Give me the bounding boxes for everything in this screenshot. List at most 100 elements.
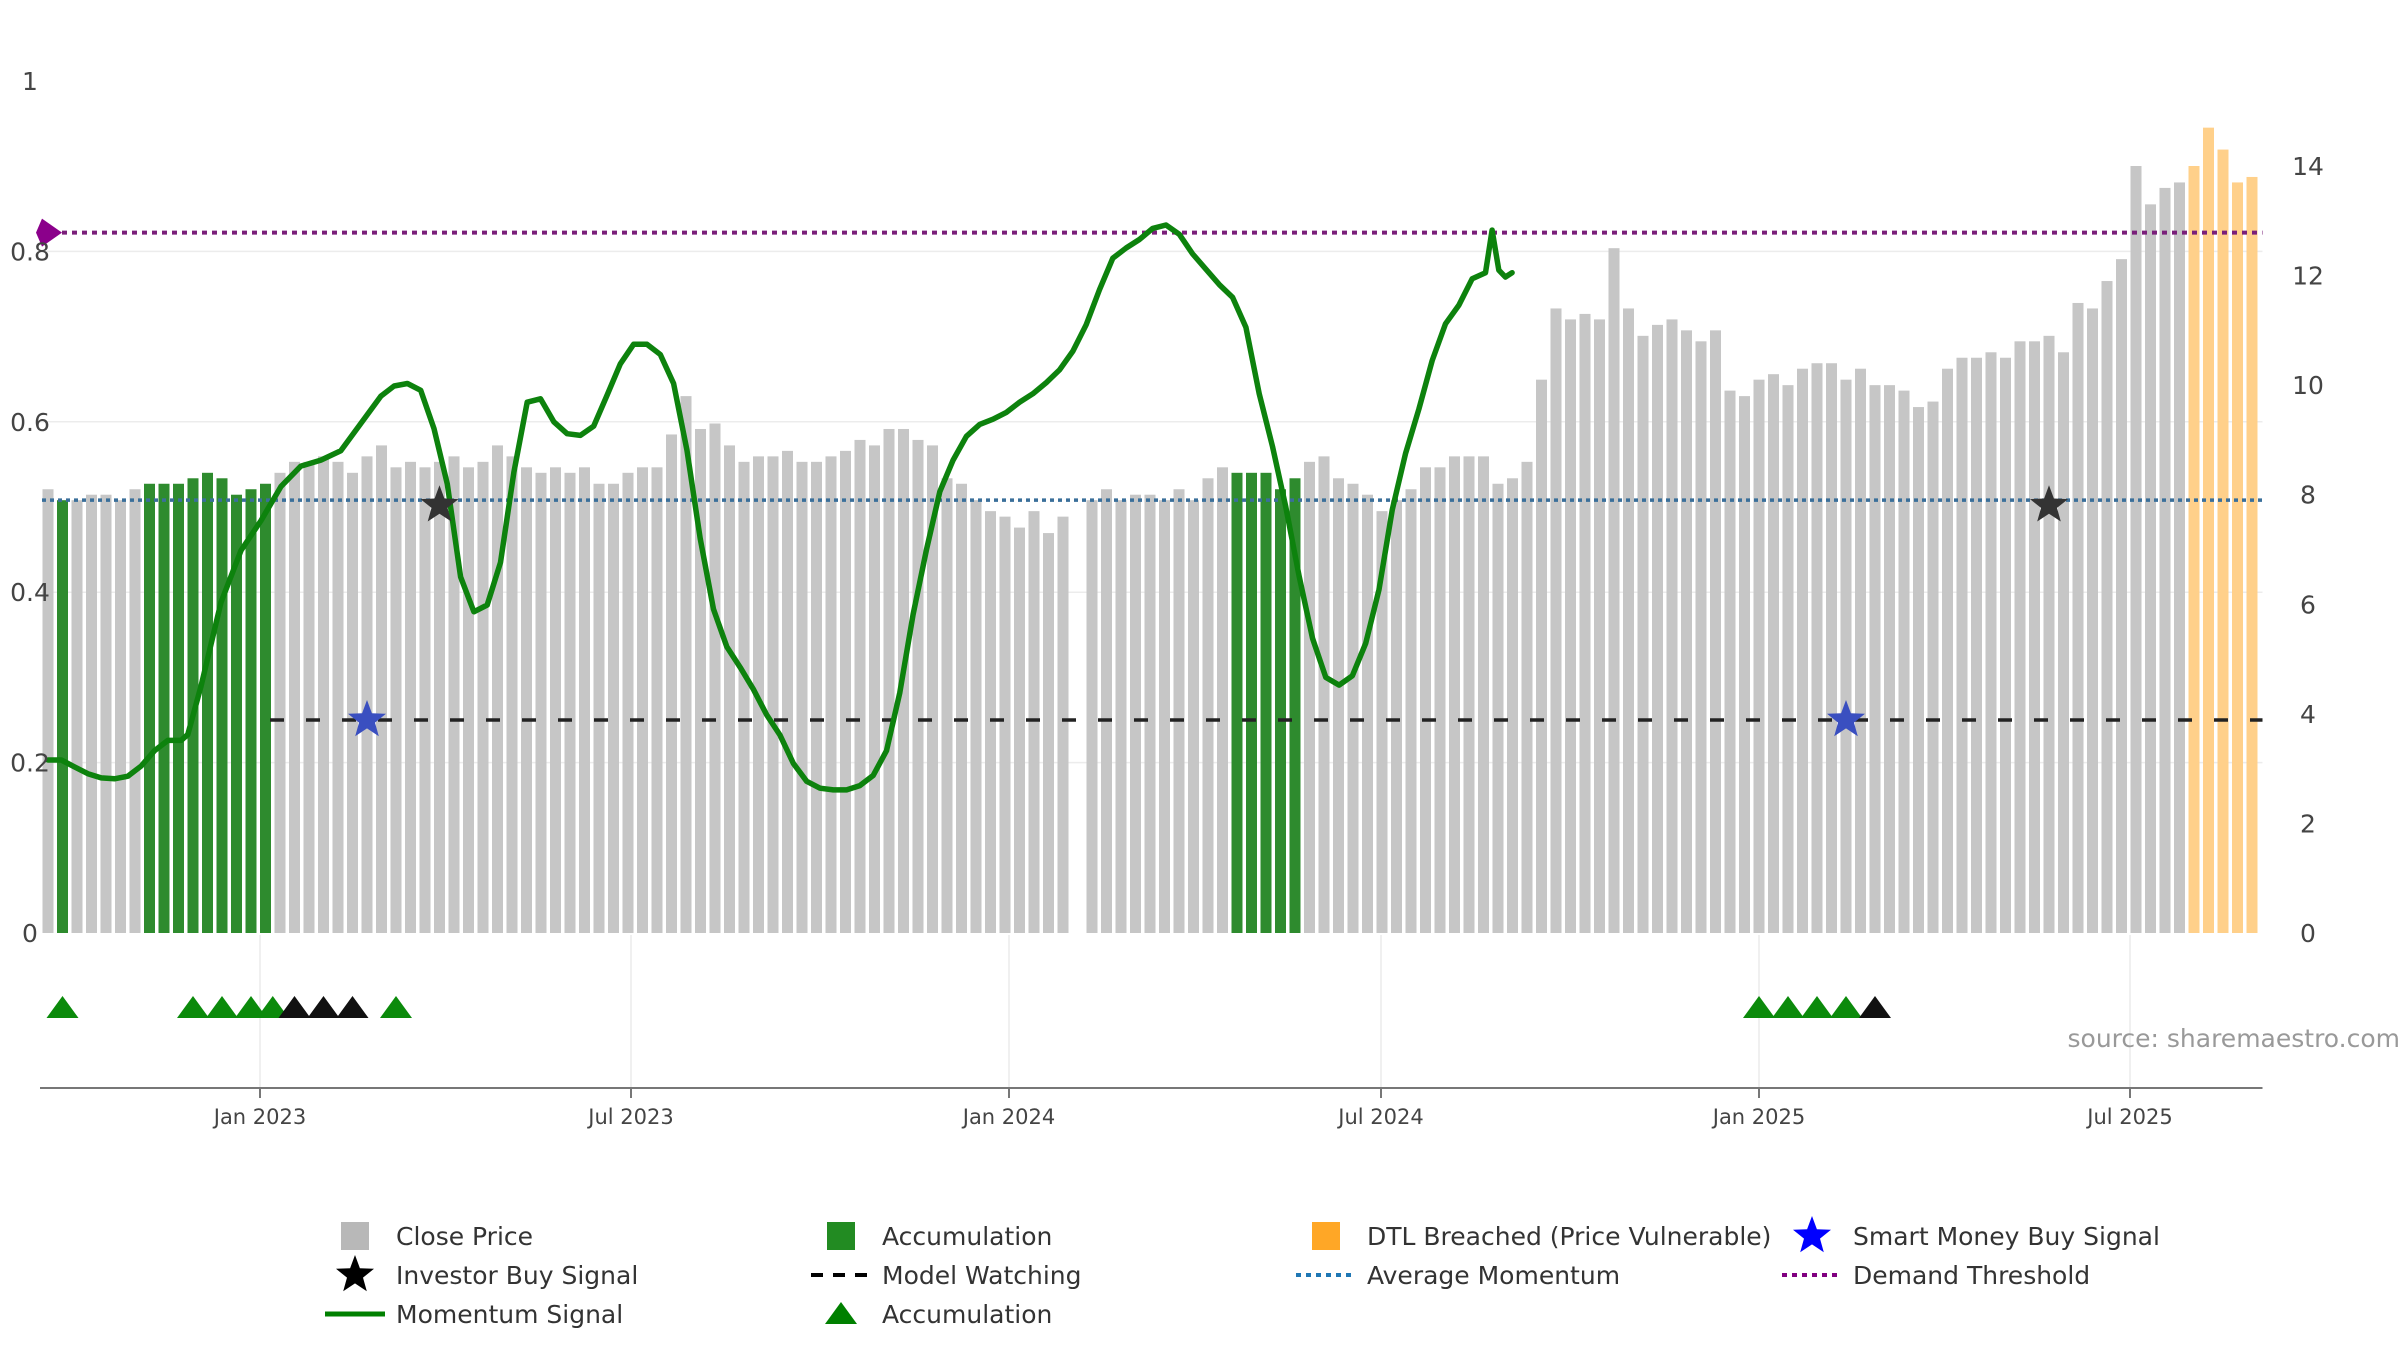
close-price-bar <box>274 472 286 933</box>
close-price-bar <box>724 445 735 933</box>
accumulation-marker <box>1772 996 1804 1018</box>
close-price-bar <box>1304 461 1315 933</box>
close-price-bar <box>1724 390 1736 933</box>
close-price-bar <box>100 494 112 933</box>
legend: Close Price Accumulation DTL Breached (Pri… <box>325 1216 2160 1329</box>
accumulation-bar <box>1246 472 1257 933</box>
smart-money-buy-signal <box>348 700 386 737</box>
left-axis-tick-label: 0.8 <box>10 237 50 266</box>
momentum-signal-line <box>45 222 1515 793</box>
close-price-bar <box>1623 308 1634 933</box>
close-price-bar <box>564 472 576 933</box>
close-price-bar <box>1884 385 1895 934</box>
close-price-bar <box>637 467 648 933</box>
close-price-bar <box>825 456 837 933</box>
close-price-bar <box>1188 500 1199 933</box>
left-axis-tick-label: 0.2 <box>10 749 50 778</box>
close-price-bar <box>1521 461 1533 933</box>
signal-markers <box>348 485 2068 737</box>
accumulation-marker <box>235 996 267 1018</box>
accumulation-marker <box>46 996 79 1018</box>
close-price-bar <box>985 511 996 933</box>
close-price-bar <box>1753 379 1765 933</box>
accumulation-marker <box>1830 996 1862 1018</box>
close-price-bar <box>434 461 445 933</box>
close-price-bar <box>129 489 141 933</box>
close-price-bar <box>550 467 561 933</box>
legend-accumulation-label: Accumulation <box>882 1300 1052 1329</box>
legend-average-momentum-label: Average Momentum <box>1367 1261 1620 1290</box>
legend-investor-buy-signal-swatch <box>336 1255 374 1292</box>
x-axis-tick-label: Jul 2024 <box>1336 1105 1423 1129</box>
left-axis-tick-label: 1 <box>22 67 38 96</box>
close-price-bar <box>1173 489 1185 933</box>
close-price-bar <box>2029 341 2040 933</box>
close-price-bar <box>796 461 808 933</box>
close-price-bar <box>2043 335 2055 934</box>
accumulation-bar <box>1275 489 1286 933</box>
legend-accumulation-swatch <box>825 1302 857 1324</box>
accumulation-marker <box>256 996 289 1018</box>
close-price-bar <box>42 489 54 933</box>
accumulation-bar <box>158 483 170 933</box>
close-price-bar <box>1159 500 1170 933</box>
close-price-bar <box>811 461 822 933</box>
x-axis-tick-label: Jan 2024 <box>961 1105 1056 1129</box>
momentum-signal-group <box>45 222 1515 793</box>
close-price-bar <box>1826 363 1837 933</box>
legend-accumulation-swatch <box>827 1222 855 1250</box>
right-axis-tick-label: 12 <box>2292 262 2324 291</box>
legend-model-watching-label: Model Watching <box>882 1261 1082 1290</box>
close-price-bar <box>390 467 402 933</box>
left-axis-tick-label: 0.4 <box>10 578 50 607</box>
legend-dtl-breached-price-vulnerable-swatch <box>1312 1222 1340 1250</box>
close-price-bar <box>2058 352 2069 933</box>
close-price-bar <box>1318 456 1330 933</box>
close-price-bar <box>289 461 300 933</box>
smart-money-buy-signal <box>1827 700 1865 737</box>
close-price-bar <box>492 445 503 933</box>
close-price-bar <box>2145 204 2156 934</box>
close-price-bar <box>318 456 329 933</box>
close-price-bar <box>1014 527 1025 933</box>
accumulation-marker <box>307 996 340 1018</box>
close-price-bar <box>1855 368 1866 933</box>
accumulation-bar <box>202 472 213 933</box>
close-price-bar <box>1710 330 1721 933</box>
close-price-bar <box>695 428 706 933</box>
close-price-bar <box>970 500 982 933</box>
close-price-bar <box>1594 319 1605 933</box>
legend-close-price-swatch <box>341 1222 369 1250</box>
accumulation-bar <box>173 483 184 933</box>
close-price-bar <box>1536 379 1547 933</box>
demand-threshold-marker <box>36 218 62 247</box>
dtl-breached-bar <box>2232 182 2243 933</box>
accumulation-markers <box>46 996 1891 1018</box>
close-price-bar <box>463 467 474 933</box>
close-price-bar <box>2174 182 2185 933</box>
legend-demand-threshold-label: Demand Threshold <box>1853 1261 2090 1290</box>
close-price-bar <box>666 434 677 933</box>
close-price-bar <box>840 450 851 933</box>
close-price-bar <box>680 396 692 934</box>
close-price-bar <box>1115 500 1127 933</box>
close-price-bar <box>941 478 953 933</box>
accumulation-bar <box>144 483 155 933</box>
close-price-bar <box>651 467 663 933</box>
accumulation-bar <box>245 489 257 933</box>
close-price-bar <box>912 439 924 933</box>
close-price-bar <box>1333 478 1344 933</box>
close-price-bar <box>883 428 895 933</box>
right-axis-tick-label: 10 <box>2292 371 2324 400</box>
accumulation-bar <box>1260 472 1272 933</box>
close-price-bar <box>521 467 532 933</box>
investor-buy-signal <box>420 485 459 522</box>
close-price-bar <box>767 456 779 933</box>
close-price-bar <box>1927 401 1939 933</box>
dtl-breached-bar <box>2217 149 2229 934</box>
close-price-bar <box>1797 368 1808 933</box>
close-price-bar <box>709 423 721 933</box>
close-price-bar <box>2072 302 2084 933</box>
close-price-bar <box>1666 319 1678 933</box>
